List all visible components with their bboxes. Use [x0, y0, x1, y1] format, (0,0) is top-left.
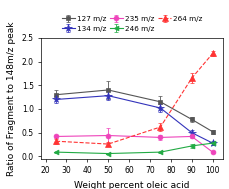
Legend: 127 m/z, 134 m/z, 235 m/z, 246 m/z, 264 m/z: 127 m/z, 134 m/z, 235 m/z, 246 m/z, 264 … [60, 14, 203, 33]
X-axis label: Weight percent oleic acid: Weight percent oleic acid [74, 181, 189, 189]
Y-axis label: Ratio of Fragment to 148m/z peak: Ratio of Fragment to 148m/z peak [7, 21, 16, 176]
